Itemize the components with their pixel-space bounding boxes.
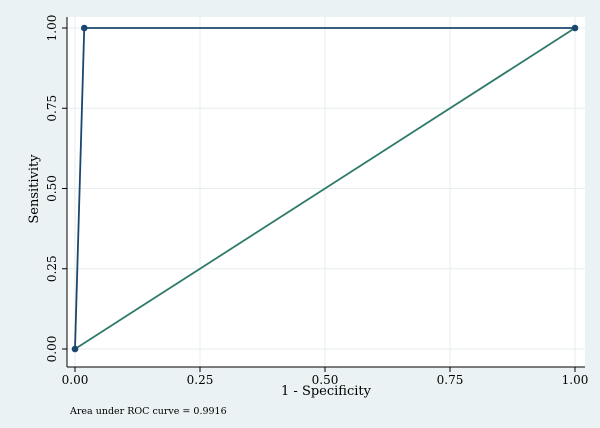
auc-annotation: Area under ROC curve = 0.9916 — [69, 406, 227, 417]
roc-point — [71, 345, 79, 353]
x-tick-label: 0.00 — [62, 373, 89, 387]
roc-point — [80, 24, 88, 32]
y-axis-title: Sensitivity — [27, 154, 42, 224]
y-tick-label: 0.50 — [45, 175, 59, 202]
y-tick-label: 0.75 — [45, 95, 59, 122]
y-tick-label: 1.00 — [45, 15, 59, 42]
roc-point — [571, 24, 579, 32]
reference-diagonal-line — [74, 27, 576, 350]
x-tick-label: 0.50 — [312, 373, 339, 387]
y-tick-label: 0.25 — [45, 255, 59, 282]
x-tick-label: 0.75 — [437, 373, 464, 387]
y-tick-label: 0.00 — [45, 336, 59, 363]
x-tick-label: 0.25 — [187, 373, 214, 387]
x-axis-title: 1 - Specificity — [281, 384, 372, 399]
plot-area — [67, 17, 585, 367]
x-tick-label: 1.00 — [562, 373, 589, 387]
axes — [62, 17, 585, 372]
tick-labels: 0.00 0.25 0.50 0.75 1.00 0.00 0.25 0.50 0.75 1.00 — [45, 15, 588, 387]
series-layer — [71, 24, 579, 353]
